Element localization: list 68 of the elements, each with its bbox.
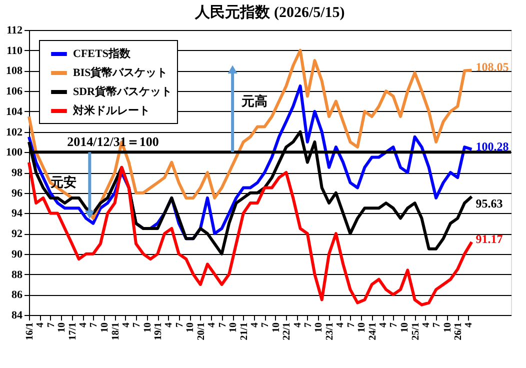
legend-label: 対米ドルレート bbox=[72, 104, 150, 117]
x-tick-label: 10 bbox=[270, 322, 282, 332]
x-tick-label: 10 bbox=[56, 322, 68, 332]
y-tick-label: 92 bbox=[12, 228, 23, 240]
x-tick-label: 10 bbox=[185, 322, 196, 332]
x-tick-label: 7 bbox=[88, 322, 100, 328]
y-tick-label: 100 bbox=[6, 146, 23, 159]
x-tick-label: 21/1 bbox=[238, 322, 250, 340]
y-tick-label: 94 bbox=[12, 208, 23, 220]
x-tick-label: 7 bbox=[302, 322, 314, 328]
x-tick-label: 23/1 bbox=[324, 322, 336, 340]
x-tick-label: 16/1 bbox=[24, 322, 36, 340]
y-tick-label: 112 bbox=[6, 24, 23, 36]
x-tick-label: 19/1 bbox=[153, 322, 164, 340]
data-label: 108.05 bbox=[476, 60, 509, 74]
x-tick-label: 17/1 bbox=[67, 322, 78, 340]
x-tick-label: 10 bbox=[314, 322, 325, 332]
x-tick-label: 4 bbox=[420, 322, 432, 328]
x-tick-label: 22/1 bbox=[282, 322, 293, 340]
x-tick-label: 10 bbox=[356, 322, 368, 332]
x-tick-label: 4 bbox=[335, 322, 346, 328]
x-tick-label: 10 bbox=[399, 322, 410, 332]
x-tick-label: 25/1 bbox=[410, 322, 422, 340]
y-tick-label: 84 bbox=[12, 310, 23, 322]
x-tick-label: 24/1 bbox=[367, 322, 378, 340]
x-tick-label: 7 bbox=[346, 322, 357, 328]
x-tick-label: 4 bbox=[35, 322, 46, 328]
x-tick-label: 10 bbox=[442, 322, 454, 332]
chart-title: 人民元指数 (2026/5/15) bbox=[194, 4, 345, 21]
legend-label: CFETS指数 bbox=[73, 47, 132, 60]
x-tick-label: 4 bbox=[206, 322, 218, 328]
x-tick-label: 4 bbox=[120, 322, 132, 328]
data-label: 95.63 bbox=[476, 196, 503, 211]
x-tick-label: 4 bbox=[249, 322, 260, 328]
x-tick-label: 4 bbox=[164, 322, 175, 328]
y-tick-label: 104 bbox=[6, 106, 23, 118]
y-tick-label: 102 bbox=[6, 126, 23, 138]
x-tick-label: 4 bbox=[464, 322, 475, 328]
x-tick-label: 4 bbox=[78, 322, 90, 328]
x-tick-label: 10 bbox=[99, 322, 110, 332]
x-tick-label: 10 bbox=[142, 322, 154, 332]
annotation: 2014/12/31＝100 bbox=[67, 134, 159, 149]
x-tick-label: 7 bbox=[432, 322, 443, 328]
y-tick-label: 108 bbox=[6, 65, 23, 78]
x-tick-label: 18/1 bbox=[110, 322, 122, 340]
x-tick-label: 7 bbox=[217, 322, 228, 328]
x-tick-label: 7 bbox=[174, 322, 186, 328]
y-tick-label: 106 bbox=[6, 86, 23, 98]
y-tick-label: 88 bbox=[12, 268, 23, 281]
x-tick-label: 7 bbox=[46, 322, 57, 328]
data-label: 100.28 bbox=[476, 139, 509, 154]
legend-label: SDR貨幣バスケット bbox=[73, 85, 172, 98]
y-tick-label: 110 bbox=[6, 44, 23, 57]
x-tick-label: 10 bbox=[228, 322, 240, 332]
x-tick-label: 4 bbox=[292, 322, 304, 328]
x-tick-label: 7 bbox=[260, 322, 272, 328]
y-tick-label: 90 bbox=[12, 248, 23, 260]
y-tick-label: 98 bbox=[12, 167, 23, 179]
legend-label: BIS貨幣バスケット bbox=[73, 66, 168, 79]
x-tick-label: 26/1 bbox=[453, 322, 464, 340]
x-tick-label: 7 bbox=[132, 322, 143, 328]
annotation: 元高 bbox=[240, 93, 268, 108]
x-tick-label: 4 bbox=[378, 322, 390, 328]
x-tick-label: 20/1 bbox=[196, 322, 207, 340]
x-tick-label: 7 bbox=[388, 322, 400, 328]
y-tick-label: 86 bbox=[12, 289, 23, 302]
y-tick-label: 96 bbox=[12, 187, 23, 200]
data-label: 91.17 bbox=[476, 232, 503, 246]
